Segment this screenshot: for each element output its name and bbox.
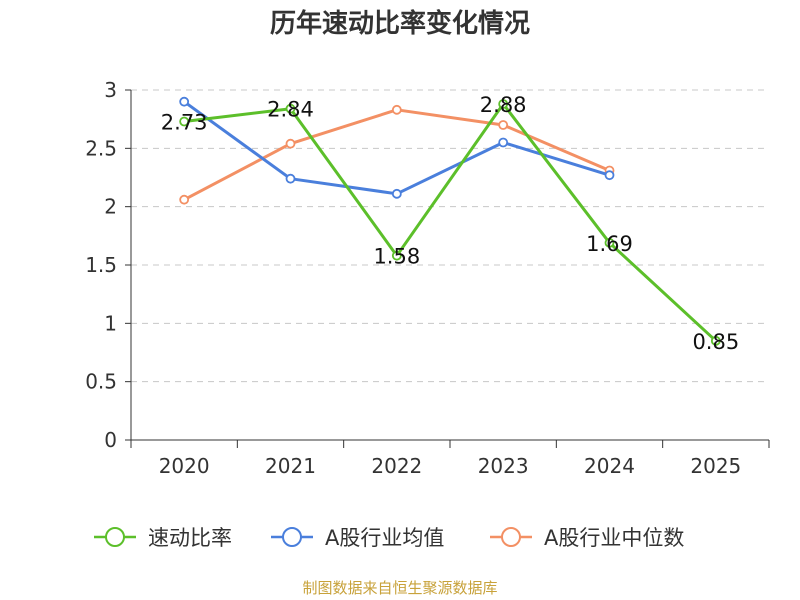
legend-item-quick-ratio[interactable]: 速动比率 bbox=[94, 526, 232, 550]
series-0-point-2[interactable] bbox=[391, 250, 402, 261]
y-tick-label: 0 bbox=[104, 428, 117, 452]
data-label: 0.85 bbox=[692, 330, 739, 354]
series bbox=[179, 96, 721, 346]
series-0-point-5[interactable] bbox=[710, 335, 721, 346]
series-1-point-1[interactable] bbox=[285, 173, 296, 184]
legend-quick-ratio-marker bbox=[105, 527, 125, 547]
x-tick-label: 2020 bbox=[159, 454, 210, 478]
axes: 0 0.5 1 1.5 2 2.5 3 2020 2021 2022 2023 2024 2025 bbox=[85, 78, 770, 478]
legend: 速动比率 A股行业均值 A股行业中位数 bbox=[94, 526, 684, 550]
legend-industry-median-label: A股行业中位数 bbox=[544, 526, 684, 550]
series-0-point-4[interactable] bbox=[604, 237, 615, 248]
data-labels: 2.73 2.84 1.58 2.88 1.69 0.85 bbox=[161, 93, 739, 354]
series-line-0 bbox=[184, 102, 717, 342]
chart-title: 历年速动比率变化情况 bbox=[270, 8, 530, 39]
y-tick-label: 3 bbox=[104, 78, 117, 102]
series-0-point-0[interactable] bbox=[179, 116, 190, 127]
data-label: 1.58 bbox=[373, 245, 420, 269]
y-tick-label: 2 bbox=[104, 195, 117, 219]
series-1-point-2[interactable] bbox=[391, 188, 402, 199]
legend-item-industry-mean[interactable]: A股行业均值 bbox=[271, 526, 444, 550]
series-line-1 bbox=[183, 100, 610, 196]
series-1-point-4[interactable] bbox=[604, 170, 615, 181]
y-tick-label: 1.5 bbox=[85, 253, 117, 277]
series-1-point-3[interactable] bbox=[498, 137, 509, 148]
data-label: 2.73 bbox=[161, 111, 208, 135]
data-label: 1.69 bbox=[586, 232, 633, 256]
series-0-point-3[interactable] bbox=[498, 99, 509, 109]
series-1-point-0[interactable] bbox=[179, 96, 190, 107]
x-tick-label: 2024 bbox=[584, 454, 635, 478]
y-tick-label: 1 bbox=[104, 311, 117, 335]
y-tick-label: 2.5 bbox=[85, 136, 117, 160]
data-label: 2.84 bbox=[267, 98, 314, 122]
series-2-point-1[interactable] bbox=[285, 138, 296, 149]
legend-industry-mean-marker bbox=[282, 527, 302, 547]
series-2-point-3[interactable] bbox=[498, 120, 509, 130]
legend-industry-median-marker bbox=[501, 527, 521, 547]
legend-item-industry-median[interactable]: A股行业中位数 bbox=[490, 526, 684, 550]
series-0-point-1[interactable] bbox=[285, 103, 296, 114]
legend-quick-ratio-label: 速动比率 bbox=[148, 526, 232, 550]
series-2-point-2[interactable] bbox=[391, 104, 402, 115]
x-tick-label: 2021 bbox=[265, 454, 316, 478]
source-note: 制图数据来自恒生聚源数据库 bbox=[302, 579, 497, 597]
x-tick-label: 2025 bbox=[690, 454, 741, 478]
grid bbox=[131, 89, 769, 383]
y-tick-label: 0.5 bbox=[85, 370, 117, 394]
legend-industry-mean-label: A股行业均值 bbox=[325, 526, 444, 550]
series-2-point-0[interactable] bbox=[179, 194, 190, 205]
x-tick-label: 2022 bbox=[371, 454, 422, 478]
x-tick-label: 2023 bbox=[478, 454, 529, 478]
data-label: 2.88 bbox=[480, 93, 527, 117]
